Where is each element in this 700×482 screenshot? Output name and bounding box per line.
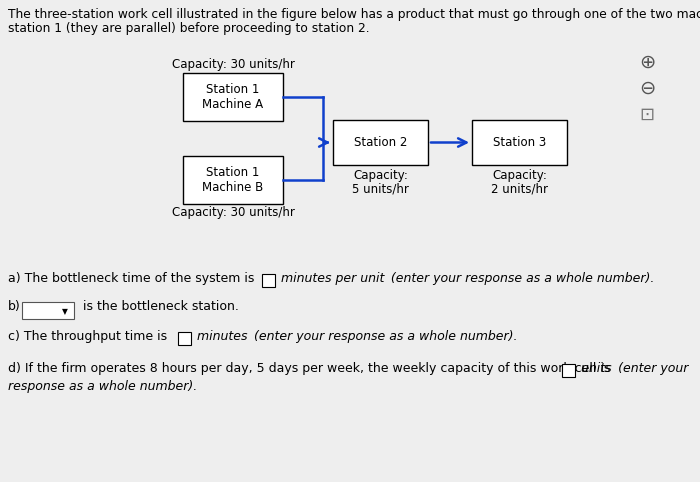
Text: Station 1
Machine B: Station 1 Machine B [202, 166, 264, 194]
FancyBboxPatch shape [183, 73, 283, 121]
Text: 5 units/hr: 5 units/hr [352, 182, 409, 195]
Text: a) The bottleneck time of the system is: a) The bottleneck time of the system is [8, 272, 254, 285]
FancyBboxPatch shape [472, 120, 567, 165]
Text: Capacity:: Capacity: [492, 169, 547, 182]
FancyBboxPatch shape [183, 156, 283, 204]
Text: minutes  (enter your response as a whole number).: minutes (enter your response as a whole … [193, 330, 517, 343]
Text: response as a whole number).: response as a whole number). [8, 380, 197, 393]
Text: station 1 (they are parallel) before proceeding to station 2.: station 1 (they are parallel) before pro… [8, 22, 370, 35]
Text: Station 1
Machine A: Station 1 Machine A [202, 83, 264, 111]
Text: Capacity: 30 units/hr: Capacity: 30 units/hr [172, 206, 295, 219]
FancyBboxPatch shape [178, 332, 191, 345]
Text: ⊕: ⊕ [639, 53, 655, 71]
FancyBboxPatch shape [262, 274, 275, 287]
FancyBboxPatch shape [22, 302, 74, 319]
Text: minutes per unit  (enter your response as a whole number).: minutes per unit (enter your response as… [277, 272, 654, 285]
Text: Capacity: 30 units/hr: Capacity: 30 units/hr [172, 58, 295, 71]
Text: units  (enter your: units (enter your [577, 362, 688, 375]
FancyBboxPatch shape [562, 364, 575, 377]
FancyBboxPatch shape [333, 120, 428, 165]
Text: d) If the firm operates 8 hours per day, 5 days per week, the weekly capacity of: d) If the firm operates 8 hours per day,… [8, 362, 610, 375]
Text: Station 2: Station 2 [354, 136, 407, 149]
Text: Capacity:: Capacity: [353, 169, 408, 182]
Text: Station 3: Station 3 [493, 136, 546, 149]
Text: 2 units/hr: 2 units/hr [491, 182, 548, 195]
Text: b): b) [8, 300, 21, 313]
Text: ⊖: ⊖ [639, 79, 655, 97]
Text: ⊡: ⊡ [639, 106, 654, 124]
Text: is the bottleneck station.: is the bottleneck station. [79, 300, 239, 313]
Text: ▼: ▼ [62, 307, 68, 316]
Text: c) The throughput time is: c) The throughput time is [8, 330, 167, 343]
Text: The three-station work cell illustrated in the figure below has a product that m: The three-station work cell illustrated … [8, 8, 700, 21]
